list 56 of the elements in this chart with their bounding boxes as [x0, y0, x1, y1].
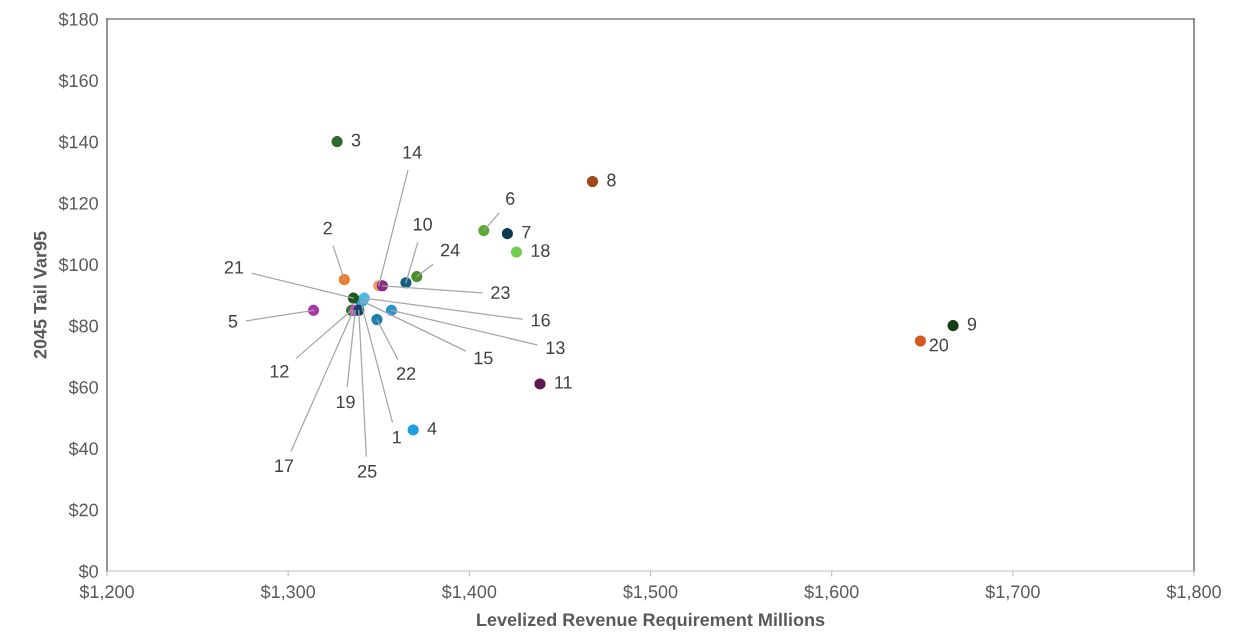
- series-label: 18: [531, 244, 550, 257]
- point: [331, 136, 343, 148]
- text: 1: [393, 430, 401, 444]
- text: 16: [531, 313, 550, 327]
- x-tick-label: $1,500: [623, 584, 678, 601]
- point: [338, 274, 350, 286]
- series-label: 9: [967, 317, 977, 331]
- text: 25: [358, 464, 377, 478]
- x-tick-label: $1,600: [804, 584, 859, 601]
- point: [914, 335, 926, 347]
- text: 10: [413, 217, 432, 231]
- text: 5: [228, 315, 238, 328]
- text: 15: [474, 351, 493, 365]
- y-tick-label: $80: [68, 318, 98, 334]
- y-tick-label: $0: [78, 564, 98, 579]
- text: 21: [224, 260, 244, 274]
- point: [501, 228, 513, 240]
- point: [534, 378, 546, 390]
- x-axis-title: Levelized Revenue Requirement Millions: [477, 612, 825, 630]
- text: 23: [491, 286, 510, 299]
- y-axis-title: 2045 Tail Var95: [33, 231, 47, 359]
- point: [307, 304, 320, 316]
- y-tick-label: $140: [58, 134, 98, 150]
- y-tick-label: $60: [68, 380, 98, 395]
- point: [947, 320, 959, 332]
- text: 19: [336, 395, 355, 409]
- series-label: 24: [441, 243, 460, 257]
- x-tick-label: $1,400: [441, 584, 497, 601]
- point: [407, 424, 419, 436]
- y-tick-label: $120: [58, 196, 98, 211]
- y-tick-label: $180: [58, 12, 98, 27]
- text: 14: [403, 146, 422, 159]
- y-tick-label: $40: [68, 441, 98, 457]
- series-label: 6: [506, 192, 515, 205]
- text: 17: [275, 459, 294, 472]
- series-label: 8: [607, 173, 616, 187]
- y-tick-label: $20: [68, 502, 98, 518]
- text: 12: [270, 364, 289, 378]
- point: [478, 225, 490, 237]
- x-tick-label: $1,200: [79, 584, 134, 601]
- text: 22: [396, 367, 416, 380]
- series-label: 11: [555, 376, 572, 389]
- series-label: 4: [427, 422, 437, 435]
- text: 2: [323, 221, 332, 235]
- series-label: 3: [351, 133, 361, 147]
- text: 13: [546, 341, 565, 355]
- point: [586, 175, 599, 188]
- y-tick-label: $160: [58, 73, 98, 89]
- x-tick-label: $1,700: [985, 584, 1040, 601]
- x-tick-label: $1,300: [260, 584, 316, 601]
- series-label: 20: [929, 338, 949, 352]
- series-label: 7: [522, 225, 531, 239]
- point: [411, 271, 423, 283]
- x-tick-label: $1,800: [1166, 584, 1221, 601]
- point: [510, 246, 522, 258]
- y-tick-label: $100: [58, 257, 98, 273]
